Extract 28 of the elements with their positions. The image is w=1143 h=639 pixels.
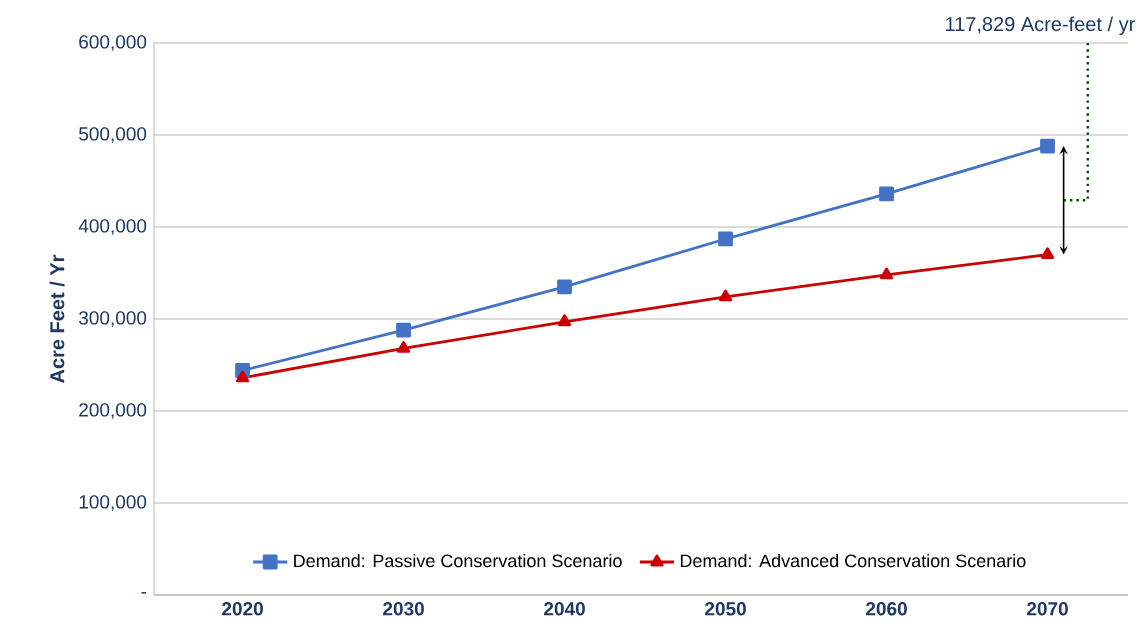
legend-label: Demand: Passive Conservation Scenario: [294, 553, 622, 568]
x-tick-label: 2030: [383, 602, 424, 616]
y-axis-title: Acre Feet / Yr: [49, 254, 65, 383]
y-tick-label: 500,000: [79, 127, 147, 143]
y-tick-label: 400,000: [78, 219, 147, 235]
text: 117,829 Acre-feet / yr: [946, 16, 1135, 36]
legend-label: Demand: Advanced Conservation Scenario: [680, 553, 1026, 568]
y-tick-label: -: [141, 592, 147, 594]
x-tick-label: 2050: [705, 602, 746, 616]
y-tick-label: 300,000: [78, 311, 147, 327]
x-tick-label: 2060: [866, 602, 907, 616]
y-tick-label: 200,000: [79, 403, 147, 419]
point: [879, 186, 894, 202]
point: [1040, 138, 1055, 154]
point: [718, 231, 733, 247]
x-tick-label: 2020: [222, 602, 263, 616]
point: [235, 370, 250, 383]
point: [557, 279, 572, 295]
point: [879, 267, 894, 280]
x-tick-label: 2070: [1027, 602, 1068, 616]
point: [396, 322, 411, 338]
point: [718, 289, 733, 302]
point: [557, 314, 572, 327]
x-tick-label: 2040: [544, 602, 585, 616]
y-tick-label: 100,000: [79, 495, 147, 511]
point: [396, 341, 411, 353]
y-tick-label: 600,000: [79, 35, 147, 51]
point: [1040, 247, 1055, 260]
